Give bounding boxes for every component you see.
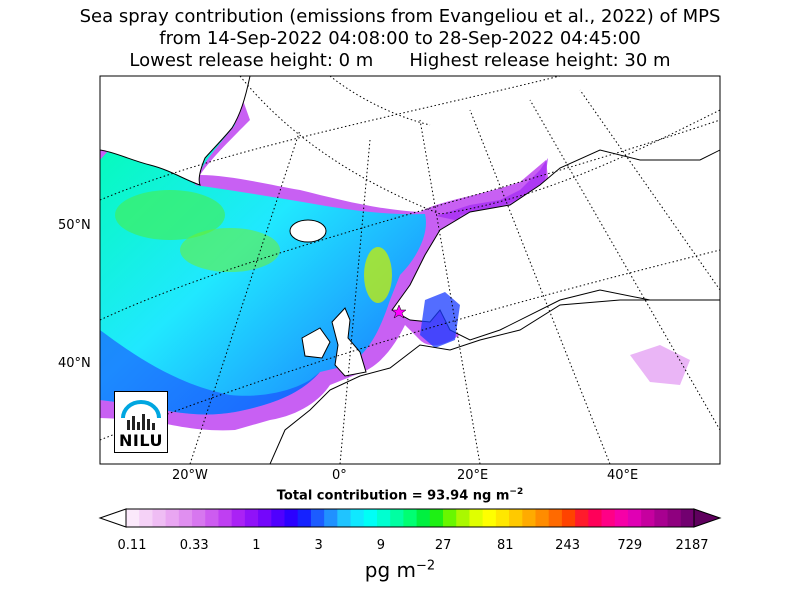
colorbar-cell: [205, 509, 220, 527]
colorbar-tick-label: 0.11: [117, 538, 147, 553]
colorbar-cell: [548, 509, 563, 527]
colorbar-cell: [258, 509, 272, 527]
plume-core-mid: [180, 228, 280, 272]
colorbar-tick-label: 2187: [675, 538, 709, 553]
plot-title-line3: Lowest release height: 0 m Highest releas…: [0, 50, 800, 72]
lon-label-20w: 20°W: [172, 468, 208, 483]
colorbar-cell: [561, 509, 576, 527]
colorbar-cell: [218, 509, 233, 527]
colorbar-cell: [680, 509, 695, 527]
colorbar-cell: [509, 509, 523, 527]
colorbar-cell: [165, 509, 180, 527]
lowest-release-height: Lowest release height: 0 m: [129, 50, 374, 71]
colorbar-cell: [376, 509, 391, 527]
colorbar-cell: [641, 509, 655, 527]
total-contribution: Total contribution = 93.94 ng m−2: [0, 487, 800, 503]
blacksea-plume: [630, 345, 690, 385]
unit-exponent: −2: [416, 558, 436, 574]
colorbar-cell: [495, 509, 510, 527]
colorbar-cell: [231, 509, 246, 527]
colorbar: [98, 508, 722, 528]
colorbar-cell: [297, 509, 312, 527]
lon-label-40e: 40°E: [607, 468, 639, 483]
colorbar-cell: [469, 509, 484, 527]
graticule: [100, 76, 720, 464]
lon-label-0: 0°: [332, 468, 347, 483]
colorbar-cell: [337, 509, 352, 527]
colorbar-cell: [654, 509, 669, 527]
colorbar-cell: [522, 509, 537, 527]
colorbar-cell: [601, 509, 616, 527]
colorbar-over-triangle: [693, 508, 722, 528]
colorbar-cell: [310, 509, 325, 527]
colorbar-tick-label: 243: [555, 538, 581, 553]
baltic-plume: [420, 292, 460, 348]
colorbar-tick-label: 9: [376, 538, 386, 553]
colorbar-cell: [178, 509, 193, 527]
colorbar-cells: [126, 509, 695, 527]
colorbar-under-triangle: [98, 508, 127, 528]
colorbar-cell: [403, 509, 418, 527]
map-area: [100, 76, 720, 464]
highest-release-height: Highest release height: 30 m: [409, 50, 671, 71]
colorbar-cell: [575, 509, 589, 527]
plot-title-line2: from 14-Sep-2022 04:08:00 to 28-Sep-2022…: [159, 28, 641, 49]
europe-land: [269, 299, 720, 464]
lon-label-20e: 20°E: [457, 468, 489, 483]
ireland-land: [301, 327, 331, 359]
colorbar-cell: [390, 509, 404, 527]
colorbar-cell: [443, 509, 457, 527]
colorbar-tick-label: 3: [314, 538, 323, 553]
unit-base: pg m: [364, 558, 417, 582]
colorbar-cell: [627, 509, 642, 527]
colorbar-cell: [363, 509, 378, 527]
total-contribution-text: Total contribution = 93.94 ng m: [276, 488, 510, 504]
colorbar-cell: [667, 509, 682, 527]
lat-label-50n: 50°N: [58, 218, 91, 233]
colorbar-tick-label: 27: [434, 538, 452, 553]
release-site-star-icon: [391, 304, 407, 319]
colorbar-cell: [244, 509, 259, 527]
colorbar-cell: [535, 509, 550, 527]
colorbar-cell: [416, 509, 431, 527]
greenland-land: [100, 76, 251, 186]
iceland-land: [289, 219, 327, 243]
colorbar-cell: [588, 509, 603, 527]
colorbar-cell: [350, 509, 365, 527]
colorbar-cell: [482, 509, 497, 527]
colorbar-tick-label: 729: [617, 538, 643, 553]
colorbar-cell: [152, 509, 167, 527]
colorbar-cell: [614, 509, 629, 527]
colorbar-tick-label: 81: [497, 538, 514, 553]
nilu-logo-text: NILU: [119, 431, 163, 450]
britain-land: [331, 307, 367, 377]
colorbar-cell: [429, 509, 444, 527]
colorbar-cell: [271, 509, 286, 527]
plume-core-northsea: [364, 247, 392, 303]
colorbar-cell: [284, 509, 299, 527]
colorbar-cell: [456, 509, 471, 527]
colorbar-unit-label: pg m−2: [0, 558, 800, 582]
plume-core-north: [115, 190, 225, 240]
colorbar-tick-label: 1: [252, 538, 261, 553]
nilu-logo: NILU: [114, 391, 168, 453]
colorbar-frame: [125, 508, 695, 528]
total-contribution-exponent: −2: [509, 487, 524, 497]
nilu-logo-graphic: [121, 400, 161, 430]
colorbar-cell: [192, 509, 206, 527]
lat-label-40n: 40°N: [58, 356, 91, 371]
plot-title-line1: Sea spray contribution (emissions from E…: [79, 6, 721, 27]
colorbar-tick-label: 0.33: [179, 538, 209, 553]
colorbar-cell: [324, 509, 338, 527]
colorbar-cell: [139, 509, 154, 527]
colorbar-cell: [126, 509, 140, 527]
map-frame: [99, 75, 721, 465]
